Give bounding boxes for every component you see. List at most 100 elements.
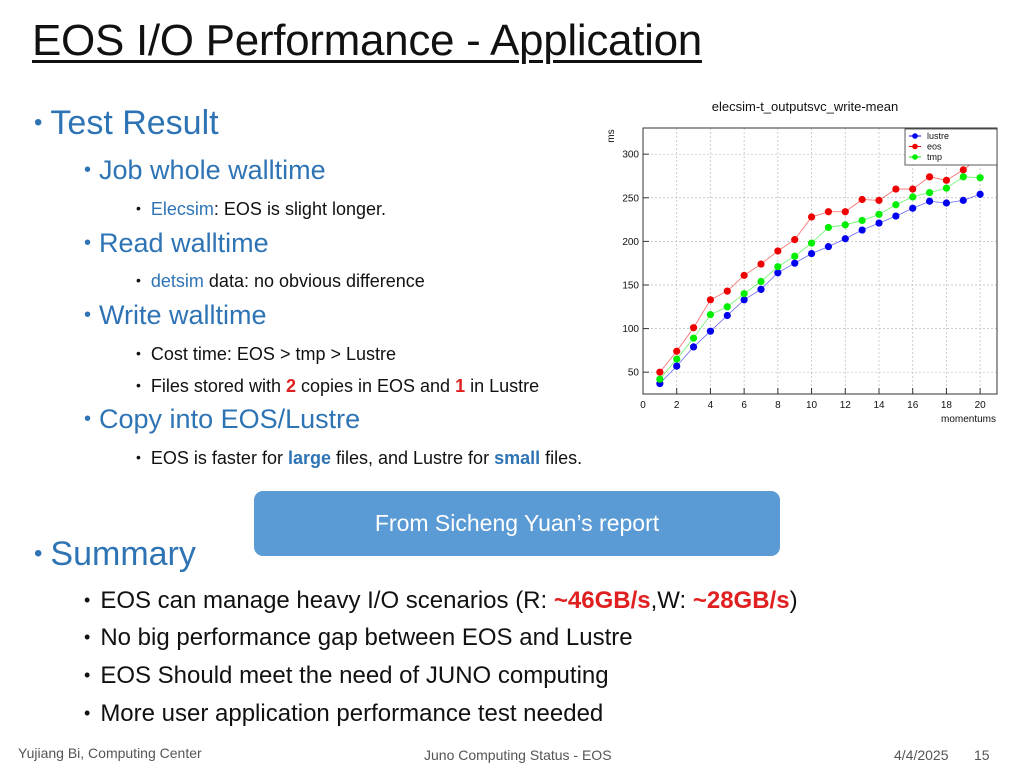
data-point-eos	[723, 287, 731, 295]
summary-item-1-b: ,W:	[650, 587, 693, 614]
legend-swatch-marker	[912, 133, 918, 139]
copy-detail-c: files.	[540, 448, 583, 468]
data-point-eos	[757, 260, 765, 268]
bullet-elecsim: • Elecsim: EOS is slight longer.	[136, 199, 386, 220]
data-point-lustre	[892, 212, 900, 220]
data-point-tmp	[892, 201, 900, 209]
x-tick-label: 16	[907, 400, 919, 411]
summary-item-1: • EOS can manage heavy I/O scenarios (R: …	[84, 587, 798, 615]
y-tick-label: 100	[622, 324, 639, 335]
data-point-lustre	[942, 199, 951, 207]
bullet-copy-detail: • EOS is faster for large files, and Lust…	[136, 448, 582, 469]
data-point-tmp	[706, 311, 715, 319]
data-point-lustre	[706, 327, 715, 335]
data-point-tmp	[875, 210, 883, 218]
data-point-tmp	[807, 239, 816, 247]
data-point-lustre	[723, 311, 731, 320]
bullet-dot: •	[84, 627, 91, 647]
footer-date: 4/4/2025	[894, 747, 949, 763]
legend-label: eos	[927, 142, 942, 152]
data-point-eos	[959, 166, 967, 174]
bullet-detsim: • detsim data: no obvious difference	[136, 271, 425, 292]
data-point-lustre	[824, 243, 833, 251]
x-tick-label: 14	[873, 400, 885, 411]
data-point-lustre	[673, 362, 681, 370]
bullet-dot: •	[136, 449, 141, 465]
y-tick-label: 150	[622, 280, 639, 291]
copy-label: Copy into EOS/Lustre	[99, 404, 361, 434]
large-word: large	[287, 448, 331, 468]
bullet-job-walltime: • Job whole walltime	[84, 155, 326, 186]
series-line-lustre	[659, 193, 981, 384]
chart-ticks: 0 2 4 6 8 10 12 14 16 18 20 50 100 150 200 250 300	[622, 150, 986, 411]
data-point-lustre	[875, 219, 883, 227]
chart-frame	[642, 127, 998, 395]
chart-title: elecsim-t_outputsvc_write-mean	[712, 99, 898, 114]
data-point-eos	[706, 296, 715, 304]
y-tick-label: 200	[622, 237, 639, 248]
data-point-tmp	[824, 223, 833, 232]
footer-page-number: 15	[974, 747, 990, 763]
data-point-eos	[824, 208, 833, 216]
bullet-dot: •	[136, 272, 141, 288]
data-point-tmp	[909, 193, 917, 201]
summary-item-1-a: EOS can manage heavy I/O scenarios (R:	[100, 587, 554, 614]
bullet-dot: •	[84, 665, 91, 685]
bullet-dot: •	[136, 345, 141, 361]
eos-copies-number: 2	[285, 376, 296, 396]
data-point-eos	[942, 176, 951, 184]
x-tick-label: 4	[708, 400, 714, 411]
data-point-lustre	[841, 235, 849, 243]
x-tick-label: 0	[640, 400, 646, 411]
data-point-tmp	[791, 252, 799, 260]
bullet-cost-time: • Cost time: EOS > tmp > Lustre	[136, 344, 396, 365]
summary-item-4-text: More user application performance test n…	[100, 700, 604, 727]
summary-item-3-text: EOS Should meet the need of JUNO computi…	[100, 662, 609, 689]
bullet-dot: •	[84, 232, 92, 254]
x-tick-label: 12	[840, 400, 852, 411]
test-result-heading: Test Result	[50, 104, 219, 142]
data-point-lustre	[791, 259, 799, 267]
data-point-eos	[791, 236, 799, 244]
chart-xlabel: momentums	[941, 414, 996, 425]
data-point-tmp	[774, 263, 782, 271]
chart-ylabel: ms	[606, 129, 617, 142]
footer-center: Juno Computing Status - EOS	[424, 747, 612, 763]
x-tick-label: 8	[775, 400, 781, 411]
files-stored-a: Files stored with	[150, 376, 286, 396]
data-point-tmp	[858, 216, 866, 225]
data-point-tmp	[673, 355, 681, 363]
data-point-tmp	[656, 375, 664, 383]
data-point-eos	[774, 247, 782, 255]
y-tick-label: 250	[622, 193, 639, 204]
chart-series	[656, 153, 984, 388]
write-walltime-label: Write walltime	[99, 300, 267, 330]
bullet-dot: •	[84, 304, 92, 326]
legend-label: lustre	[927, 131, 949, 141]
data-point-lustre	[757, 285, 765, 293]
files-stored-b: copies in EOS and	[295, 376, 456, 396]
copy-detail-b: files, and Lustre for	[330, 448, 495, 468]
write-mean-chart: elecsim-t_outputsvc_write-mean ms moment…	[606, 99, 998, 425]
detsim-rest: data: no obvious difference	[203, 271, 425, 291]
cost-time-text: Cost time: EOS > tmp > Lustre	[150, 344, 396, 364]
bullet-test-result: • Test Result	[34, 104, 219, 143]
data-point-tmp	[841, 221, 849, 229]
data-point-eos	[807, 213, 816, 221]
y-tick-label: 300	[622, 150, 639, 161]
chart-grid	[642, 128, 997, 394]
series-line-tmp	[659, 176, 981, 380]
bullet-dot: •	[84, 408, 92, 430]
elecsim-rest: : EOS is slight longer.	[213, 199, 387, 219]
legend-swatch-marker	[912, 143, 918, 150]
data-point-eos	[875, 196, 883, 204]
data-point-eos	[656, 368, 664, 376]
x-tick-label: 6	[741, 400, 747, 411]
data-point-lustre	[689, 343, 698, 351]
report-callout: From Sicheng Yuan’s report	[254, 491, 780, 556]
bullet-copy: • Copy into EOS/Lustre	[84, 404, 360, 435]
bullet-write-walltime: • Write walltime	[84, 300, 267, 331]
data-point-eos	[892, 185, 900, 193]
y-tick-label: 50	[628, 368, 640, 379]
